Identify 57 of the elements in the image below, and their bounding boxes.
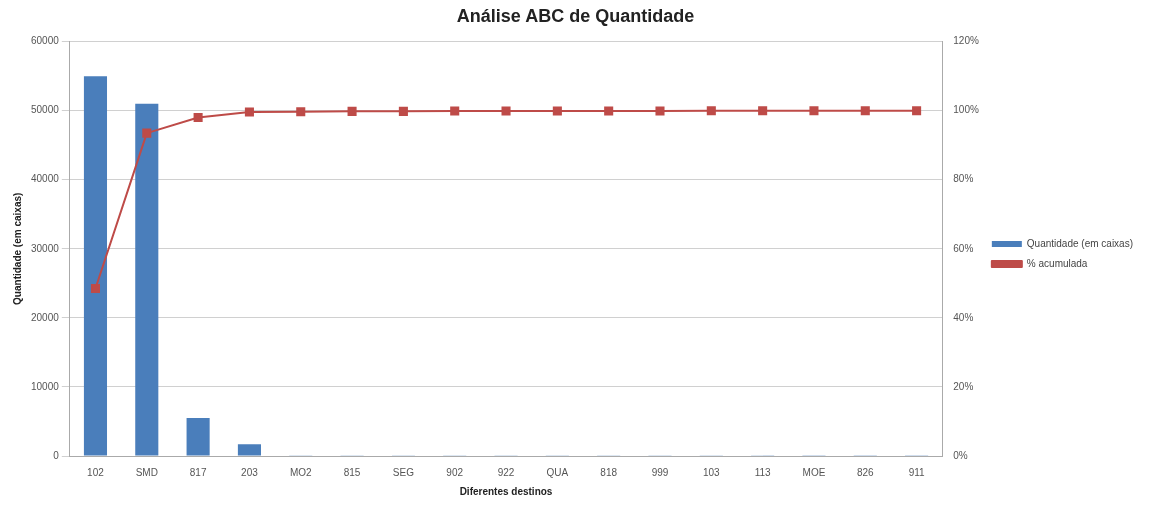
y-tick-label: 50000 — [31, 104, 60, 116]
legend-label: Quantidade (em caixas) — [1026, 237, 1134, 249]
x-tick-label: 102 — [87, 466, 105, 478]
bar — [135, 103, 159, 456]
x-tick-label: 203 — [241, 466, 259, 478]
y2-tick-label: 100% — [953, 104, 979, 116]
y2-tick-label: 0% — [953, 449, 968, 461]
x-tick-label: SEG — [392, 466, 415, 478]
y2-tick-label: 60% — [953, 242, 974, 254]
y-tick-label: 20000 — [31, 311, 60, 323]
point — [244, 107, 254, 117]
x-tick-label: 826 — [856, 466, 875, 478]
x-tick-label: 999 — [651, 466, 669, 478]
point — [347, 106, 357, 116]
point — [142, 128, 152, 138]
y-axis-title: Quantidade (em caixas) — [11, 192, 23, 305]
y-tick-label: 60000 — [31, 35, 60, 47]
x-tick-label: MOE — [802, 466, 826, 478]
x-tick-label: SMD — [135, 466, 158, 478]
point — [706, 106, 716, 116]
x-tick-label: 817 — [189, 466, 207, 478]
y2-tick-label: 20% — [953, 380, 974, 392]
x-tick-label: 818 — [600, 466, 618, 478]
y-tick-label: 10000 — [31, 380, 60, 392]
point — [193, 113, 203, 123]
bar — [237, 444, 261, 456]
point — [604, 106, 614, 116]
point — [450, 106, 460, 116]
y-tick-label: 0 — [53, 449, 60, 461]
x-tick-label: MO2 — [289, 466, 313, 478]
point — [296, 107, 306, 117]
y-tick-label: 30000 — [31, 242, 60, 254]
y2-tick-label: 40% — [953, 311, 974, 323]
bar — [186, 418, 210, 456]
x-tick-label: 911 — [908, 466, 926, 478]
chart-title: Análise ABC de Quantidade — [456, 5, 695, 26]
x-axis-title: Diferentes destinos — [459, 485, 553, 497]
x-tick-label: 902 — [446, 466, 464, 478]
y2-tick-label: 80% — [953, 173, 974, 185]
point — [912, 106, 922, 116]
point — [90, 283, 100, 294]
x-tick-label: QUA — [546, 466, 569, 478]
point — [758, 106, 768, 116]
x-tick-label: 922 — [497, 466, 515, 478]
y2-tick-label: 120% — [953, 35, 979, 47]
bar — [83, 76, 108, 456]
point — [860, 106, 870, 116]
y-tick-label: 40000 — [31, 173, 60, 185]
x-tick-label: 113 — [754, 466, 772, 478]
point — [501, 106, 511, 116]
point — [655, 106, 665, 116]
point — [809, 106, 819, 116]
point — [552, 106, 562, 116]
x-tick-label: 815 — [343, 466, 361, 478]
x-tick-label: 103 — [702, 466, 721, 478]
point — [398, 106, 408, 116]
legend-label: % acumulada — [1026, 257, 1088, 269]
